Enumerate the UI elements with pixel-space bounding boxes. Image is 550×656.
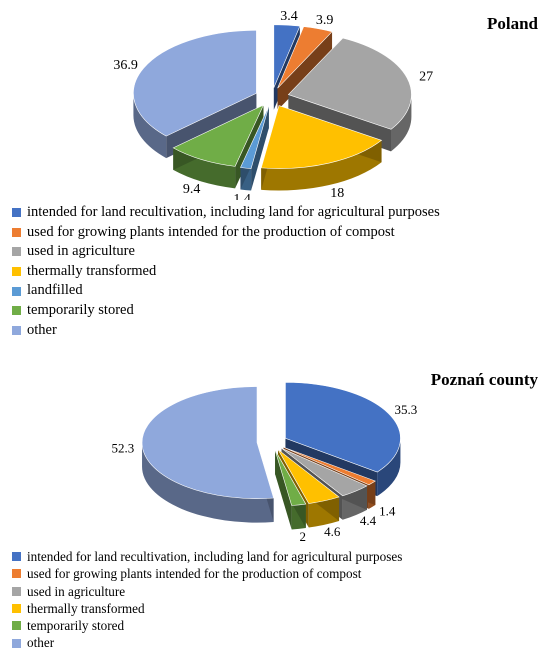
legend-label: thermally transformed	[27, 262, 157, 279]
pie-slice	[285, 382, 401, 473]
legend-item: thermally transformed	[12, 600, 402, 617]
legend-label: temporarily stored	[27, 301, 134, 318]
legend-item: landfilled	[12, 281, 440, 301]
data-label: 4.4	[360, 513, 377, 528]
legend-item: intended for land recultivation, includi…	[12, 548, 402, 565]
legend-label: used in agriculture	[27, 583, 126, 599]
chart-title: Poland	[486, 14, 538, 33]
data-label: 27	[419, 69, 433, 84]
legend-label: intended for land recultivation, includi…	[27, 204, 440, 220]
data-label: 3.9	[316, 13, 334, 28]
pie-slice	[287, 37, 412, 130]
data-label: 36.9	[113, 58, 138, 73]
legend-item: thermally transformed	[12, 262, 440, 282]
legend-swatch	[12, 286, 21, 296]
pie-chart-poland: 3.4 3.9 27 18 1.4 9.4 36.9	[113, 9, 433, 200]
legend-label: landfilled	[27, 282, 83, 299]
legend-item: used in agriculture	[12, 242, 440, 262]
legend-swatch	[12, 638, 21, 648]
legend-swatch	[12, 621, 21, 631]
chart-title: Poznań county	[430, 370, 538, 389]
data-label: 9.4	[183, 182, 201, 197]
pie-slice	[260, 105, 383, 169]
pie-slice	[277, 26, 333, 89]
pie-slice	[133, 29, 257, 137]
legend-swatch	[12, 306, 21, 316]
pie-slice	[277, 449, 340, 504]
legend-swatch	[12, 586, 21, 596]
legend-item: temporarily stored	[12, 617, 402, 634]
data-label: 1.4	[379, 504, 396, 519]
legend-swatch	[12, 267, 21, 277]
pie-slice	[273, 24, 301, 88]
pie-slice	[283, 446, 376, 486]
pie-slice	[274, 449, 307, 506]
legend-item: temporarily stored	[12, 301, 440, 321]
legend-label: thermally transformed	[27, 600, 145, 616]
legend-swatch	[12, 552, 21, 562]
legend-label: intended for land recultivation, includi…	[27, 549, 403, 564]
data-label: 35.3	[395, 402, 418, 417]
legend: intended for land recultivation, includi…	[12, 203, 440, 340]
legend-item: other	[12, 321, 440, 341]
pie-slice	[172, 104, 265, 167]
data-label: 2	[300, 529, 307, 544]
legend-label: other	[27, 635, 55, 651]
legend-swatch	[12, 325, 21, 335]
legend-item: other	[12, 634, 402, 651]
legend-item: intended for land recultivation, includi…	[12, 203, 440, 223]
legend-label: used for growing plants intended for the…	[27, 566, 362, 582]
data-label: 1.4	[233, 192, 251, 200]
data-label: 52.3	[111, 440, 134, 455]
chart-poznan-county: 35.3 1.4 4.4 4.6 2 52.3 Poznań county intende…	[0, 362, 550, 656]
legend-label: used in agriculture	[27, 243, 135, 260]
legend-swatch	[12, 208, 21, 218]
legend-item: used for growing plants intended for the…	[12, 565, 402, 582]
legend-swatch	[12, 247, 21, 257]
pie-slice	[240, 106, 270, 169]
legend-swatch	[12, 569, 21, 579]
legend: intended for land recultivation, includi…	[12, 548, 402, 652]
legend-label: used for growing plants intended for the…	[27, 223, 395, 240]
legend-label: other	[27, 321, 57, 338]
data-label: 4.6	[324, 524, 341, 539]
legend-label: temporarily stored	[27, 618, 125, 634]
legend-item: used for growing plants intended for the…	[12, 223, 440, 243]
legend-swatch	[12, 227, 21, 237]
data-label: 18	[330, 186, 344, 200]
pie-slice	[141, 386, 274, 499]
pie-chart-poznan-county: 35.3 1.44.4 4.6 2 52.3	[111, 382, 418, 544]
data-label: 3.4	[280, 9, 298, 24]
legend-swatch	[12, 604, 21, 614]
chart-poland: 3.4 3.9 27 18 1.4 9.4 36.9 Poland intended for…	[12, 9, 538, 340]
pie-slice	[281, 448, 368, 497]
legend-item: used in agriculture	[12, 583, 402, 600]
